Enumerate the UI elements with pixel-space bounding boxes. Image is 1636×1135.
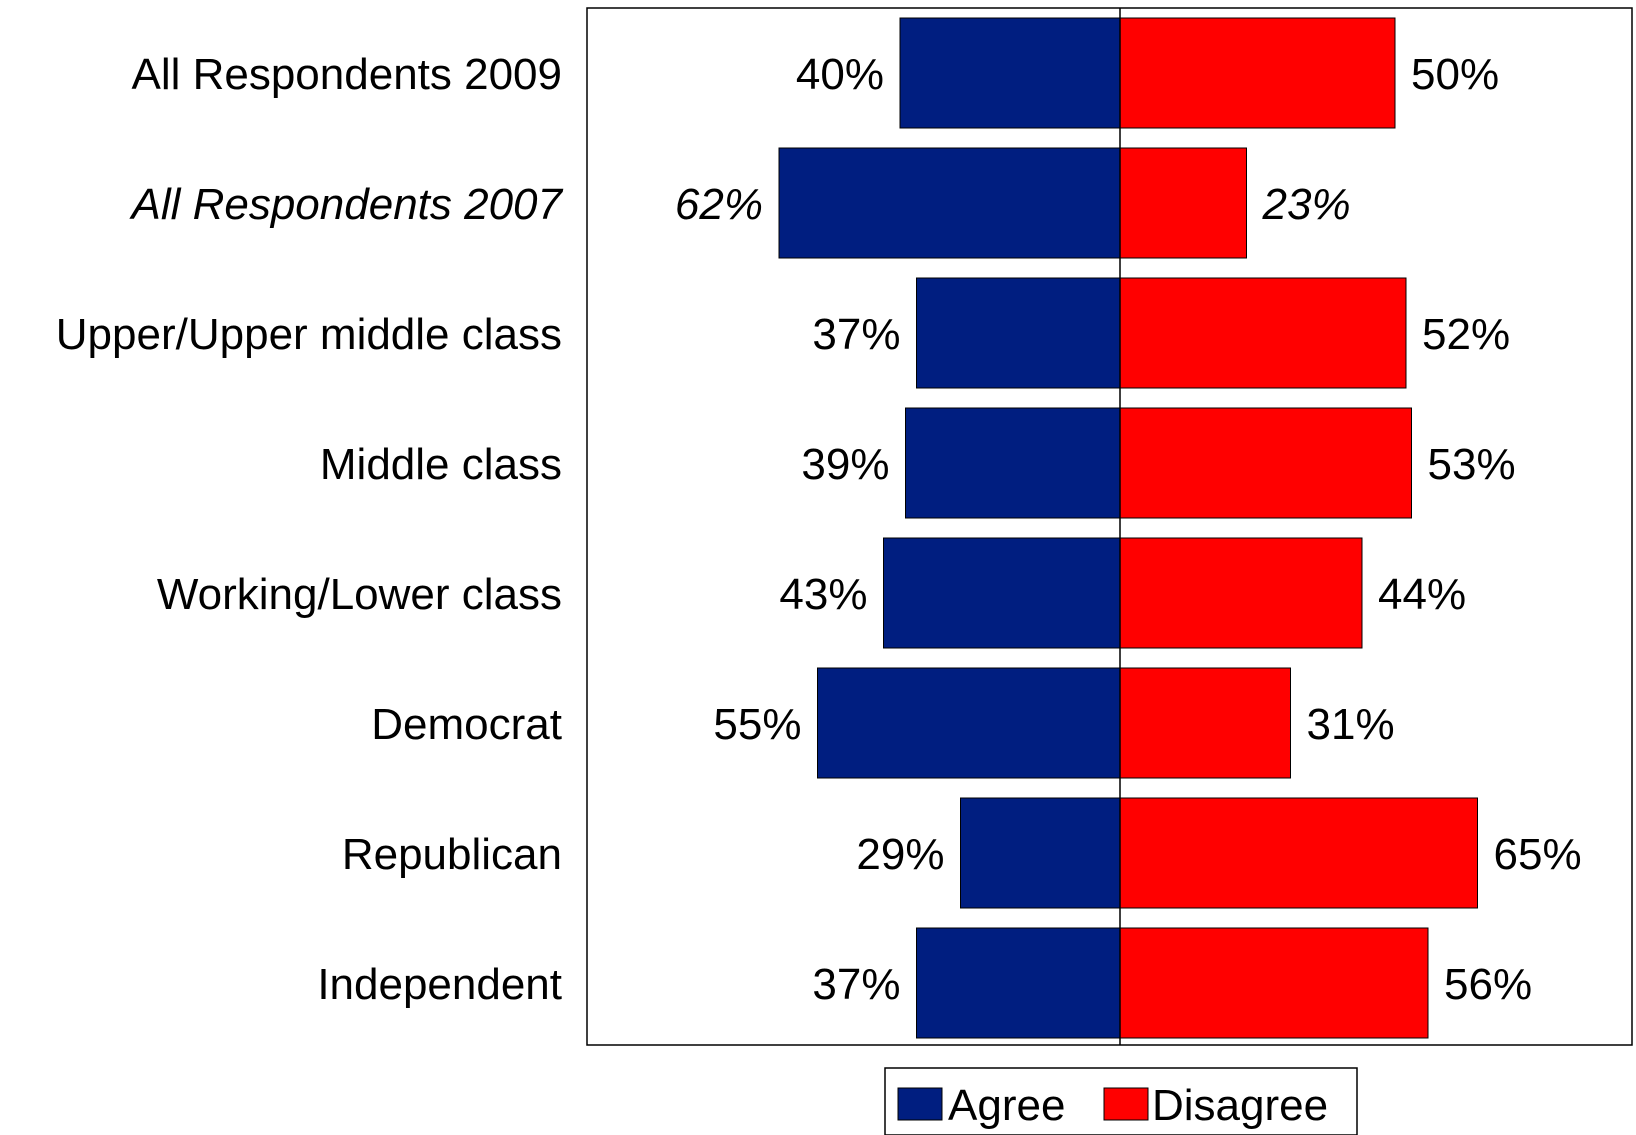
category-label-all-respondents-2009: All Respondents 2009 [131,50,562,99]
value-label-agree-middle-class: 39% [801,440,889,489]
bar-disagree-middle-class [1119,407,1412,519]
value-label-agree-all-respondents-2009: 40% [796,50,884,99]
value-label-agree-independent: 37% [812,960,900,1009]
value-label-disagree-democrat: 31% [1307,700,1395,749]
value-label-agree-all-respondents-2007: 62% [675,180,763,229]
bar-agree-republican [960,797,1121,909]
bars-layer [778,17,1478,1039]
bar-disagree-republican [1119,797,1478,909]
value-label-agree-democrat: 55% [713,700,801,749]
value-label-agree-upper-upper-middle-class: 37% [812,310,900,359]
bar-agree-independent [916,927,1121,1039]
bar-agree-all-respondents-2007 [778,147,1121,259]
value-label-disagree-working-lower-class: 44% [1378,570,1466,619]
category-labels: All Respondents 2009 All Respondents 2007… [56,50,564,1009]
bar-agree-middle-class [905,407,1121,519]
legend: Agree Disagree [884,1067,1358,1135]
category-label-all-respondents-2007: All Respondents 2007 [128,180,563,229]
category-label-working-lower-class: Working/Lower class [157,570,562,619]
category-label-democrat: Democrat [371,700,562,749]
bar-agree-working-lower-class [883,537,1121,649]
value-label-agree-republican: 29% [856,830,944,879]
category-label-middle-class: Middle class [320,440,562,489]
category-label-independent: Independent [317,960,562,1009]
bar-disagree-upper-upper-middle-class [1119,277,1407,389]
bar-disagree-working-lower-class [1119,537,1363,649]
bar-disagree-all-respondents-2007 [1119,147,1247,259]
value-label-disagree-republican: 65% [1494,830,1582,879]
value-label-disagree-upper-upper-middle-class: 52% [1422,310,1510,359]
bar-disagree-all-respondents-2009 [1119,17,1396,129]
legend-label-disagree: Disagree [1152,1081,1328,1130]
value-label-disagree-all-respondents-2007: 23% [1262,180,1351,229]
legend-label-agree: Agree [948,1081,1065,1130]
value-label-agree-working-lower-class: 43% [779,570,867,619]
bar-agree-all-respondents-2009 [899,17,1121,129]
bar-agree-upper-upper-middle-class [916,277,1121,389]
category-label-republican: Republican [342,830,562,879]
category-label-upper-upper-middle-class: Upper/Upper middle class [56,310,562,359]
bar-agree-democrat [817,667,1121,779]
value-label-disagree-all-respondents-2009: 50% [1411,50,1499,99]
legend-swatch-disagree [1103,1087,1149,1121]
value-label-disagree-middle-class: 53% [1428,440,1516,489]
bar-disagree-independent [1119,927,1429,1039]
value-labels: 40% 50% 62% 23% 37% 52% 39% 53% 43% 44% 55% 31% 29% 6… [675,50,1582,1009]
value-label-disagree-independent: 56% [1444,960,1532,1009]
bar-disagree-democrat [1119,667,1291,779]
legend-swatch-agree [897,1087,943,1121]
